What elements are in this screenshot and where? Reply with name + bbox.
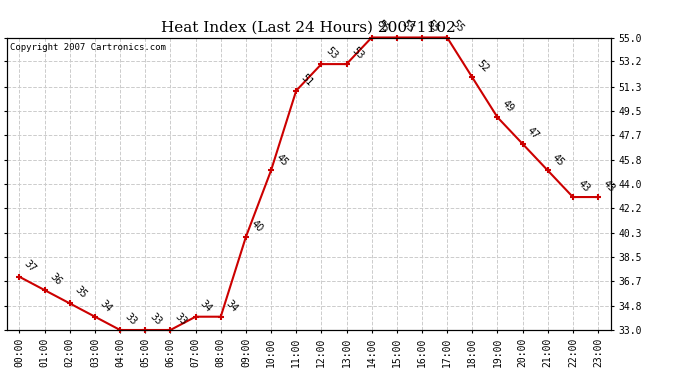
Text: 47: 47 [525,125,541,141]
Text: 53: 53 [349,45,365,62]
Text: 55: 55 [400,19,415,35]
Text: 35: 35 [72,285,88,301]
Text: 37: 37 [22,258,38,274]
Text: 55: 55 [425,19,441,35]
Text: 40: 40 [248,218,264,234]
Text: 34: 34 [98,298,113,314]
Text: 52: 52 [475,59,491,75]
Text: 45: 45 [551,152,566,168]
Text: 51: 51 [299,72,315,88]
Text: 33: 33 [123,312,139,327]
Text: 53: 53 [324,45,340,62]
Text: 43: 43 [575,178,591,194]
Text: Copyright 2007 Cartronics.com: Copyright 2007 Cartronics.com [10,44,166,52]
Text: 34: 34 [224,298,239,314]
Text: 55: 55 [450,19,466,35]
Text: 33: 33 [148,312,164,327]
Text: 33: 33 [173,312,189,327]
Title: Heat Index (Last 24 Hours) 20071102: Heat Index (Last 24 Hours) 20071102 [161,21,456,35]
Text: 36: 36 [48,272,63,287]
Text: 49: 49 [500,99,516,114]
Text: 55: 55 [375,19,391,35]
Text: 45: 45 [274,152,290,168]
Text: 43: 43 [601,178,617,194]
Text: 34: 34 [198,298,214,314]
